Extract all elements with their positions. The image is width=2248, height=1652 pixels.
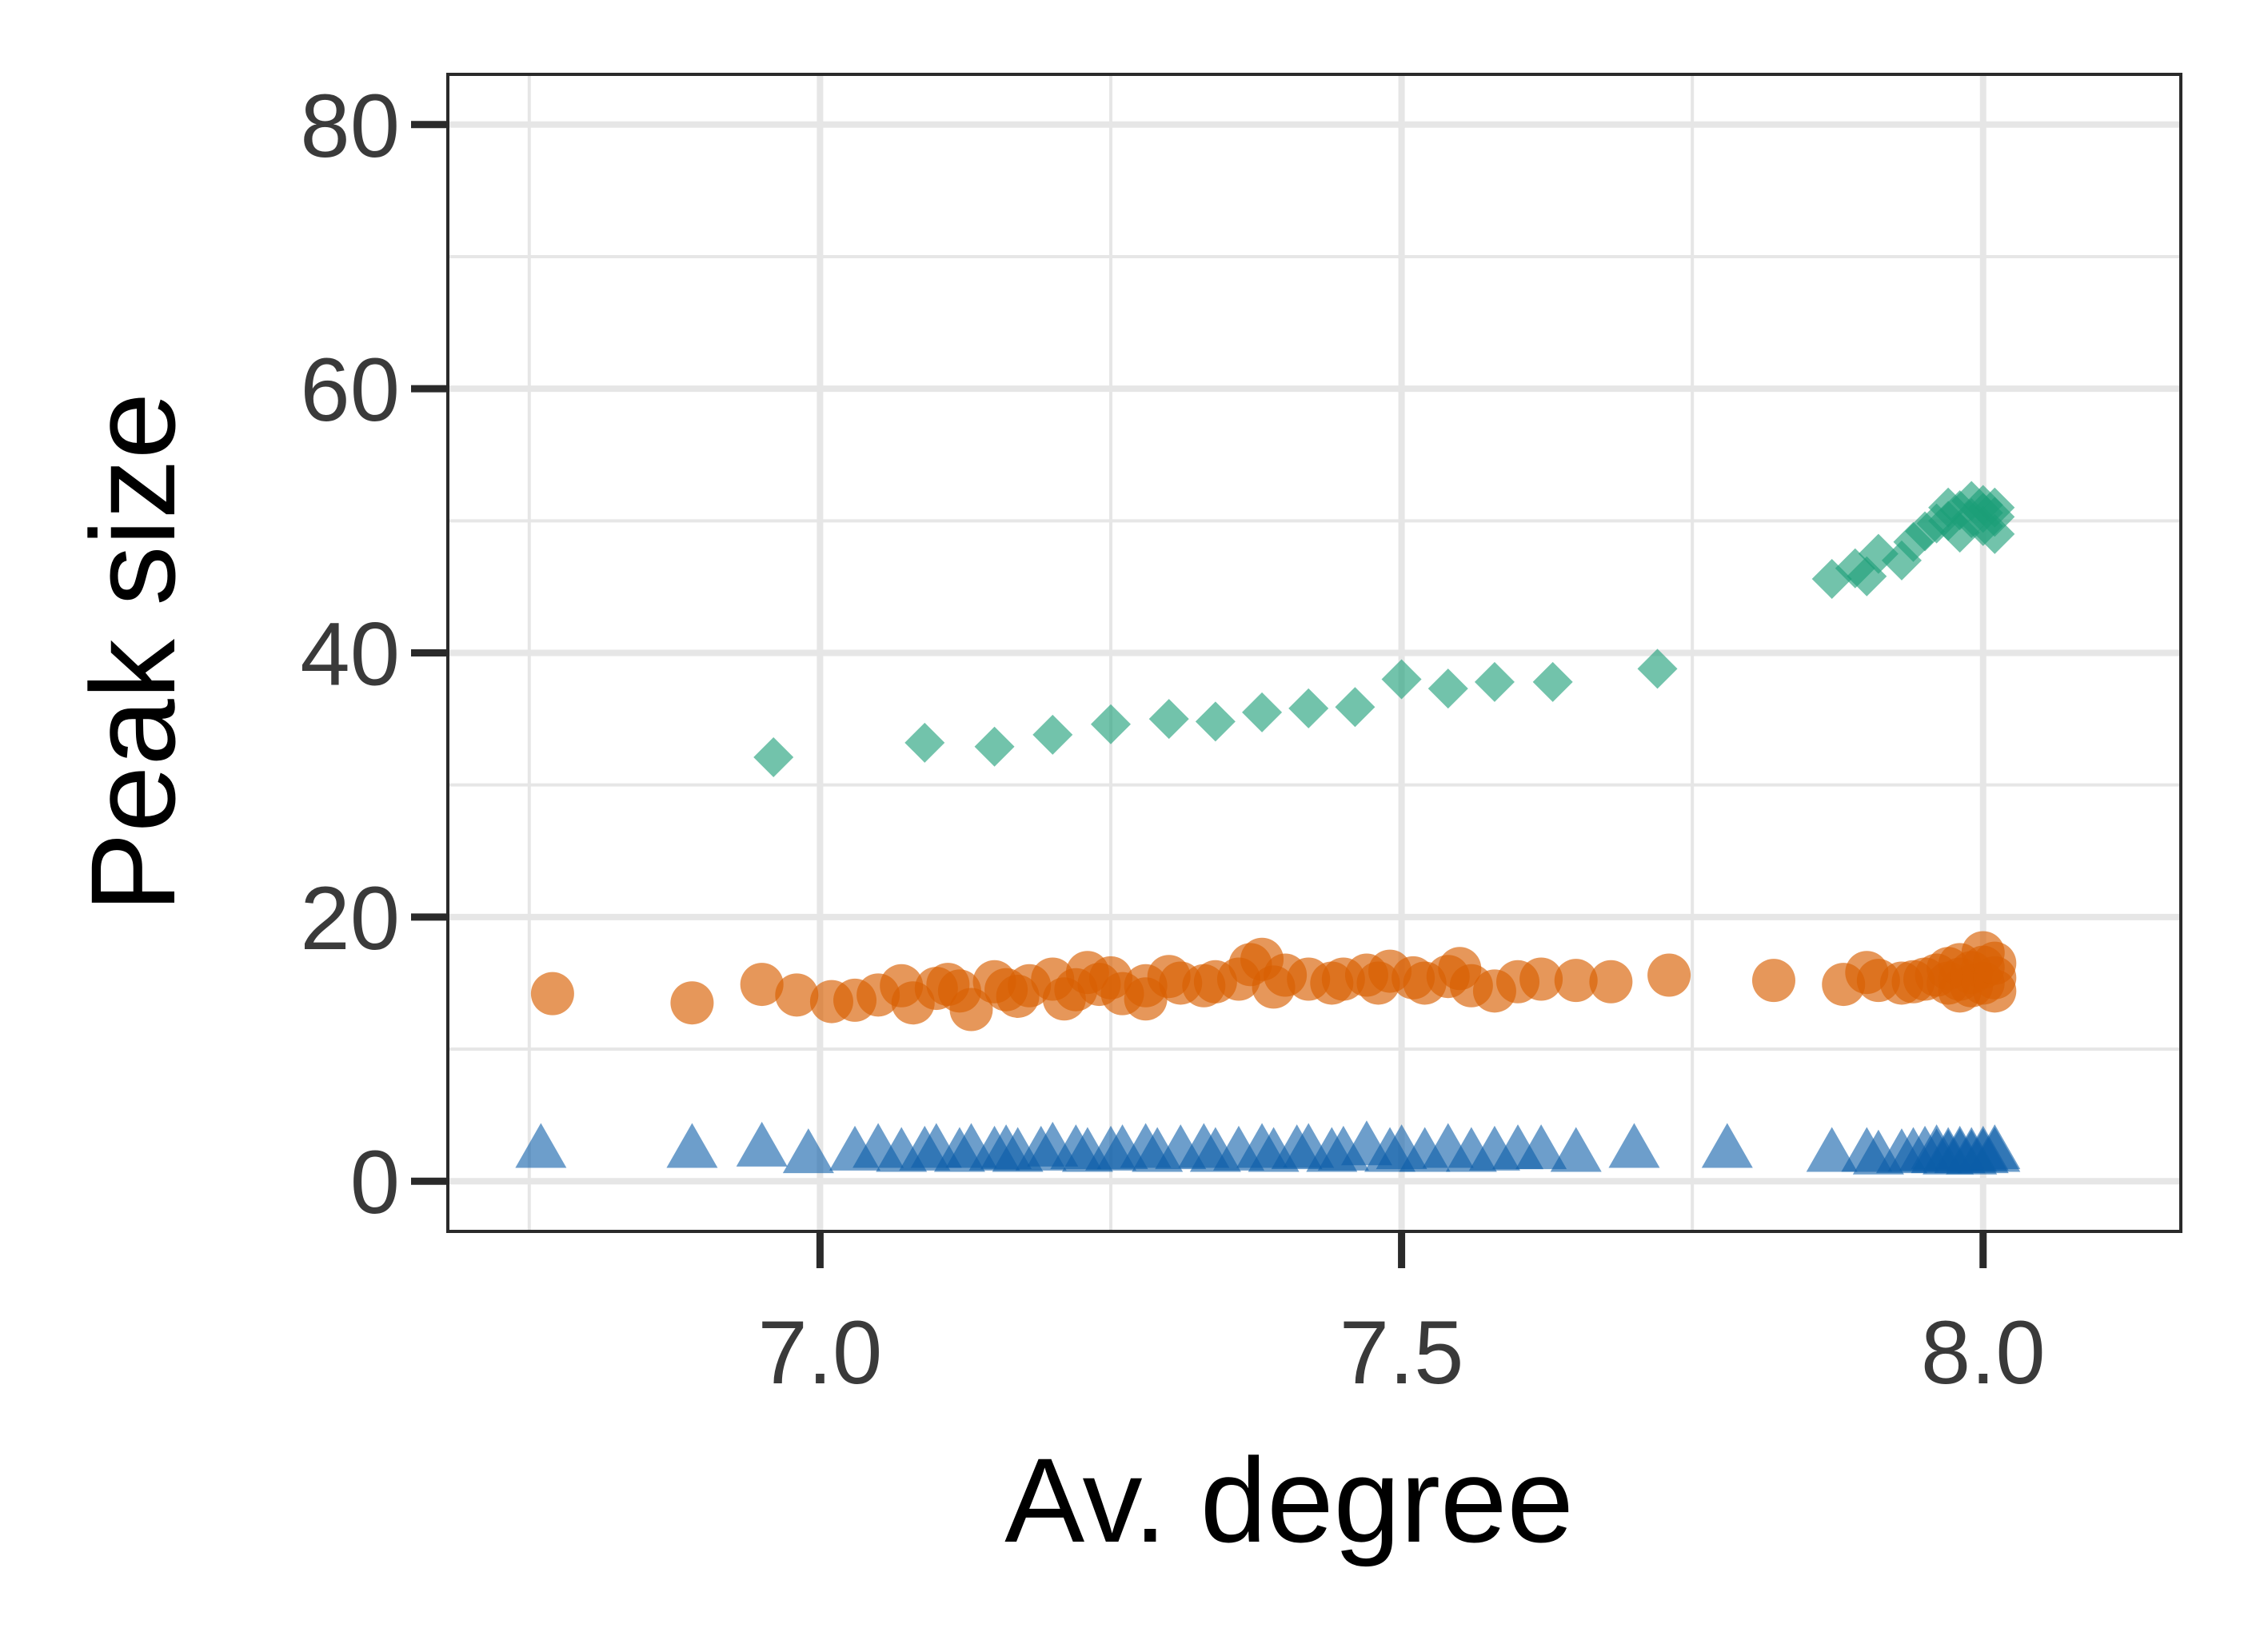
data-point-circle [670, 981, 714, 1025]
data-point-diamond [1381, 659, 1422, 700]
y-tick-label: 40 [300, 605, 400, 704]
data-point-circle [775, 973, 819, 1017]
data-point-circle [1519, 957, 1563, 1001]
y-tick-label: 60 [300, 340, 400, 440]
data-point-triangle [1608, 1123, 1660, 1168]
y-tick-label: 0 [350, 1132, 400, 1232]
data-point-diamond [1288, 688, 1329, 728]
data-points [515, 481, 2021, 1175]
data-point-diamond [904, 722, 945, 763]
data-point-diamond [1148, 699, 1189, 740]
data-point-diamond [974, 726, 1015, 767]
data-point-triangle [666, 1123, 718, 1168]
data-point-diamond [1532, 661, 1573, 702]
data-point-circle [1647, 953, 1691, 997]
data-point-diamond [1974, 487, 2015, 528]
x-axis-title: Av. degree [1004, 1433, 1574, 1567]
data-point-triangle [1701, 1123, 1753, 1168]
data-point-triangle [1550, 1127, 1602, 1172]
y-axis-title: Peak size [66, 393, 200, 912]
data-point-diamond [1427, 668, 1468, 709]
data-point-triangle [515, 1123, 567, 1168]
data-point-diamond [1242, 692, 1283, 732]
data-point-triangle [782, 1128, 834, 1174]
data-point-circle [530, 972, 574, 1016]
axes: 0 20 40 60 80 7.0 7.5 8.0 [300, 76, 2045, 1403]
x-tick-label: 7.0 [758, 1303, 883, 1403]
data-point-triangle [1806, 1127, 1858, 1172]
data-point-diamond [753, 736, 794, 777]
data-point-circle [1751, 959, 1795, 1003]
data-point-triangle [736, 1121, 788, 1167]
data-point-circle [1973, 941, 2017, 985]
data-point-triangle [1515, 1124, 1567, 1170]
data-point-triangle [1969, 1124, 2021, 1170]
data-point-diamond [1637, 648, 1678, 689]
grid [448, 74, 2181, 1231]
x-tick-label: 8.0 [1921, 1303, 2046, 1403]
data-point-diamond [1090, 704, 1131, 744]
data-point-circle [740, 963, 784, 1007]
x-tick-label: 7.5 [1340, 1303, 1464, 1403]
y-tick-label: 80 [300, 76, 400, 176]
data-point-circle [1589, 960, 1633, 1004]
data-point-diamond [1032, 714, 1073, 755]
y-tick-label: 20 [300, 868, 400, 968]
data-point-diamond [1195, 701, 1236, 742]
data-point-diamond [1474, 661, 1515, 702]
data-point-diamond [1335, 687, 1376, 728]
data-point-circle [1554, 959, 1598, 1003]
